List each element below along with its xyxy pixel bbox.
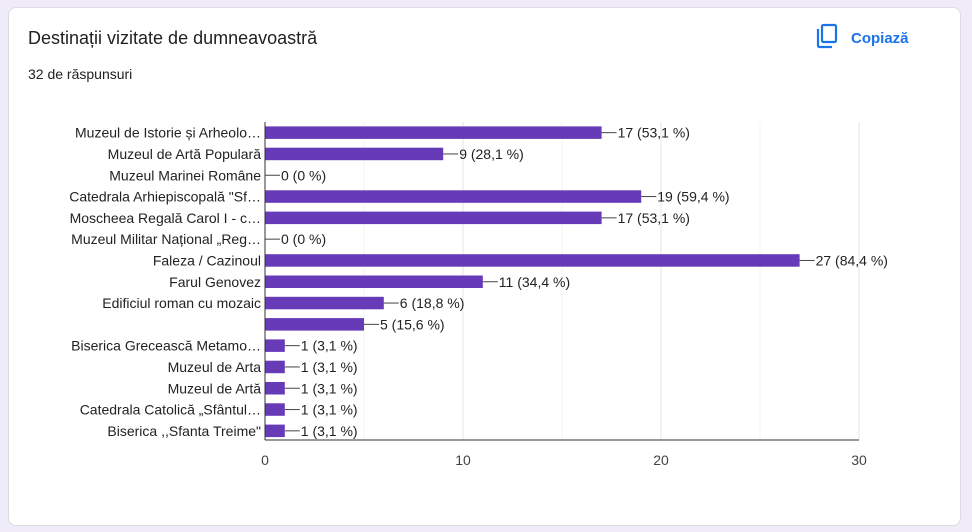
bar[interactable]	[265, 254, 800, 267]
data-label: 5 (15,6 %)	[380, 316, 445, 332]
bar[interactable]	[265, 275, 483, 289]
data-label: 1 (3,1 %)	[301, 402, 358, 418]
data-label: 17 (53,1 %)	[618, 125, 690, 141]
copy-label: Copiază	[851, 29, 909, 47]
bar[interactable]	[265, 318, 364, 331]
response-count: 32 de răspunsuri	[28, 66, 133, 82]
x-tick-label: 0	[261, 452, 269, 468]
data-label: 6 (18,8 %)	[400, 295, 465, 311]
bar[interactable]	[265, 211, 602, 225]
bar[interactable]	[265, 360, 285, 374]
bar[interactable]	[265, 424, 285, 438]
data-label: 1 (3,1 %)	[301, 359, 358, 375]
category-label: Farul Genovez	[169, 274, 261, 290]
data-label: 1 (3,1 %)	[301, 380, 358, 396]
category-label: Faleza / Cazinoul	[153, 252, 261, 268]
data-label: 0 (0 %)	[281, 231, 326, 247]
data-label: 1 (3,1 %)	[301, 423, 358, 439]
category-label: Muzeul de Artă	[168, 380, 262, 396]
copy-button[interactable]: Copiază	[815, 23, 909, 54]
category-label: Biserica ,,Sfanta Treime"	[107, 423, 261, 439]
bar[interactable]	[265, 403, 285, 416]
data-label: 17 (53,1 %)	[618, 210, 690, 226]
bar[interactable]	[265, 190, 642, 203]
category-label: Muzeul de Artă Populară	[108, 146, 262, 162]
data-label: 27 (84,4 %)	[816, 252, 888, 268]
chart-title: Destinații vizitate de dumneavoastră	[28, 28, 318, 48]
bar[interactable]	[265, 382, 285, 395]
category-label: Catedrala Catolică „Sfântul…	[80, 402, 261, 418]
category-label: Muzeul Militar Național „Reg…	[71, 231, 261, 247]
x-tick-label: 30	[851, 452, 867, 468]
category-label: Muzeul de Istorie și Arheolo…	[75, 125, 261, 141]
data-label: 11 (34,4 %)	[499, 274, 570, 290]
bar[interactable]	[265, 126, 602, 139]
x-tick-label: 10	[455, 452, 471, 468]
data-label: 19 (59,4 %)	[657, 189, 729, 205]
category-label: Muzeul Marinei Române	[109, 167, 261, 183]
data-label: 0 (0 %)	[281, 167, 326, 183]
bar[interactable]	[265, 147, 444, 161]
category-label: Biserica Grecească Metamo…	[71, 338, 261, 354]
data-label: 1 (3,1 %)	[301, 338, 358, 354]
data-label: 9 (28,1 %)	[459, 146, 524, 162]
category-label: Moscheea Regală Carol I - c…	[70, 210, 261, 226]
copy-icon	[815, 23, 839, 54]
bar[interactable]	[265, 339, 285, 352]
x-tick-label: 20	[653, 452, 669, 468]
category-label: Catedrala Arhiepiscopală "Sf…	[69, 189, 261, 205]
category-label: Edificiul roman cu mozaic	[102, 295, 261, 311]
category-label: Muzeul de Arta	[168, 359, 262, 375]
bar[interactable]	[265, 296, 384, 310]
